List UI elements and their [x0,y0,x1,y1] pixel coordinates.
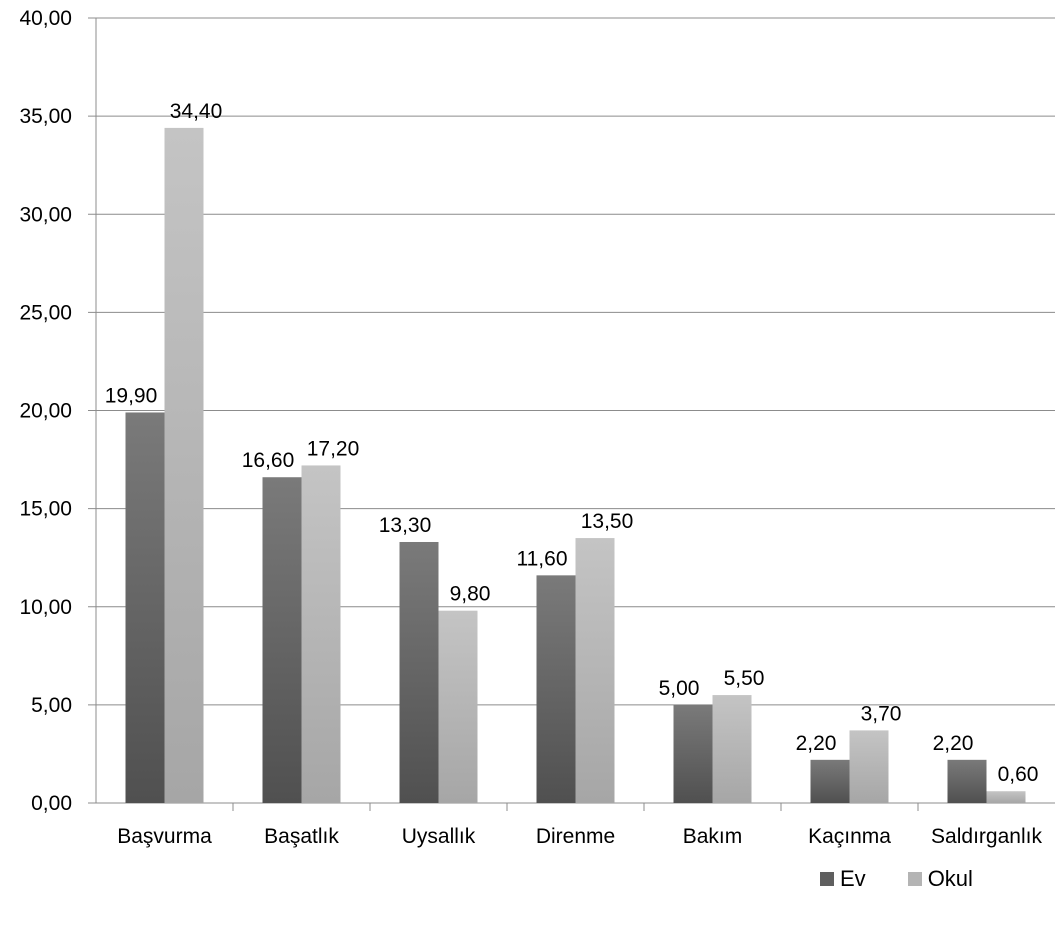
y-tick-label: 10,00 [19,596,72,619]
data-label-okul: 13,50 [581,510,634,533]
y-tick-label: 5,00 [31,694,72,717]
data-label-ev: 2,20 [933,732,974,755]
bar-okul [986,791,1026,803]
y-tick-label: 30,00 [19,203,72,226]
x-tick-label: Başatlık [264,825,339,848]
data-label-ev: 19,90 [105,384,158,407]
data-label-okul: 17,20 [307,437,360,460]
x-tick-label: Bakım [683,825,743,848]
data-label-okul: 9,80 [450,583,491,606]
bar-okul [301,465,341,803]
bar-okul [438,610,478,803]
legend-label-ev: Ev [840,866,866,891]
legend-swatch-ev [820,872,834,886]
data-label-okul: 0,60 [998,763,1039,786]
bar-okul [849,730,889,803]
legend: Ev Okul [820,866,973,892]
data-label-okul: 3,70 [861,702,902,725]
x-tick-label: Kaçınma [808,825,891,848]
y-tick-label: 0,00 [31,792,72,815]
data-label-ev: 11,60 [517,547,568,570]
data-label-ev: 2,20 [796,732,837,755]
x-tick-label: Uysallık [402,825,476,848]
data-label-okul: 5,50 [724,667,765,690]
bar-ev [125,412,165,803]
legend-item-okul: Okul [907,866,973,892]
legend-label-okul: Okul [927,866,973,891]
bar-okul [575,538,615,803]
legend-item-ev: Ev [820,866,866,892]
bar-ev [947,759,987,803]
y-tick-label: 20,00 [19,400,72,423]
x-tick-label: Direnme [536,825,615,848]
data-label-ev: 5,00 [659,677,700,700]
data-label-ev: 13,30 [379,514,432,537]
bar-okul [712,695,752,803]
legend-swatch-okul [907,872,922,886]
x-tick-label: Saldırganlık [931,825,1042,848]
x-tick-label: Başvurma [117,825,212,848]
y-tick-label: 15,00 [19,498,72,521]
bar-ev [399,541,439,803]
bar-ev [810,759,850,803]
data-label-okul: 34,40 [170,100,223,123]
bar-ev [262,477,302,803]
bar-ev [673,704,713,803]
y-tick-label: 35,00 [19,105,72,128]
data-label-ev: 16,60 [242,449,295,472]
bar-okul [164,127,204,803]
y-tick-label: 40,00 [19,7,72,30]
y-tick-label: 25,00 [19,301,72,324]
bar-ev [536,575,576,803]
